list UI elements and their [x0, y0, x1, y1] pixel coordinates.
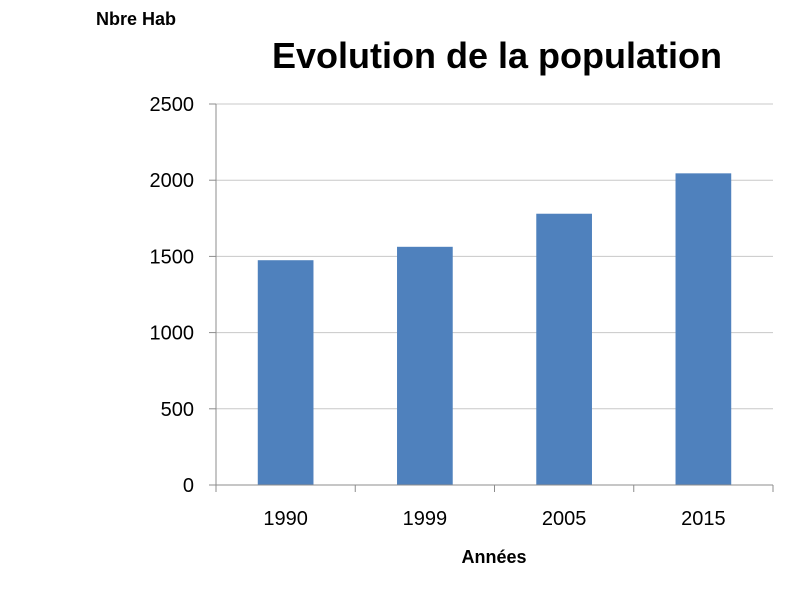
y-tick-labels: 0 500 1000 1500 2000 2500: [150, 94, 195, 497]
y-tick-label: 500: [161, 399, 194, 421]
y-tick-label: 1000: [150, 323, 195, 345]
x-tick-label: 2005: [542, 508, 587, 530]
y-tick-label: 1500: [150, 246, 195, 268]
bar-1999: [397, 246, 453, 485]
y-tick-label: 0: [183, 475, 194, 497]
bar-2015: [675, 173, 732, 486]
y-axis-label: Nbre Hab: [96, 9, 176, 29]
y-tick-label: 2500: [150, 94, 195, 116]
bar-1990: [257, 260, 314, 485]
x-tick-labels: 1990 1999 2005 2015: [263, 508, 725, 530]
x-tick-label: 2015: [681, 508, 726, 530]
chart-title: Evolution de la population: [272, 35, 722, 76]
x-tick-label: 1990: [263, 508, 308, 530]
axes: [209, 103, 774, 492]
y-tick-label: 2000: [150, 170, 195, 192]
x-tick-label: 1999: [403, 508, 448, 530]
x-axis-label: Années: [461, 547, 526, 567]
bars: [257, 173, 732, 486]
bar-2005: [536, 213, 592, 485]
